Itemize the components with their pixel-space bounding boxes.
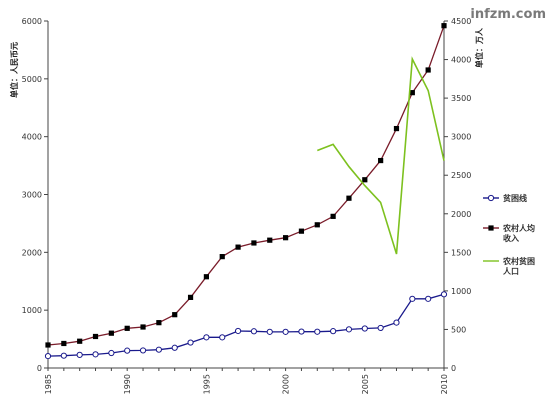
data-point xyxy=(362,177,368,183)
legend-label: 农村贫困人口 xyxy=(502,256,535,276)
left-tick-label: 4000 xyxy=(22,133,42,142)
data-point xyxy=(139,347,147,354)
left-tick-label: 1000 xyxy=(22,306,42,315)
data-point xyxy=(92,333,99,340)
data-point xyxy=(124,347,131,354)
right-tick-label: 3000 xyxy=(451,133,471,142)
data-point xyxy=(330,328,337,335)
data-point xyxy=(314,328,321,335)
data-point xyxy=(425,67,431,73)
data-point xyxy=(377,324,384,332)
legend-label: 贫困线 xyxy=(502,193,527,203)
data-point xyxy=(409,295,416,302)
data-point xyxy=(45,342,51,348)
data-point xyxy=(171,344,178,351)
data-point xyxy=(140,324,146,330)
x-tick-label: 2005 xyxy=(361,374,370,394)
series-line-1 xyxy=(47,293,445,357)
data-point xyxy=(345,326,353,333)
left-tick-label: 2000 xyxy=(22,248,42,257)
data-point xyxy=(187,339,194,346)
left-tick-label: 6000 xyxy=(22,17,42,26)
legend-marker xyxy=(488,225,494,231)
data-point xyxy=(361,325,368,332)
data-point xyxy=(156,320,162,326)
data-point xyxy=(92,351,99,358)
data-point xyxy=(314,222,320,228)
data-point xyxy=(298,328,305,335)
data-point xyxy=(266,328,273,335)
data-point xyxy=(330,213,336,219)
data-point xyxy=(219,334,226,341)
x-tick-label: 1990 xyxy=(123,374,132,394)
data-point xyxy=(441,23,447,29)
data-point xyxy=(393,319,400,326)
data-point xyxy=(219,254,225,260)
legend-label: 农村人均收入 xyxy=(502,223,535,243)
data-point xyxy=(378,157,384,164)
left-tick-label: 5000 xyxy=(22,75,42,84)
data-point xyxy=(44,352,52,360)
data-point xyxy=(155,346,162,353)
axes: 0 1000 2000 3000 4000 5000 6000 0 500 1000 1500 200… xyxy=(22,17,472,394)
right-tick-label: 1000 xyxy=(451,287,471,296)
left-tick-label: 0 xyxy=(37,364,42,373)
data-point xyxy=(234,327,242,335)
data-point xyxy=(425,295,432,302)
right-tick-label: 1500 xyxy=(451,248,471,257)
left-tick-label: 3000 xyxy=(22,191,42,200)
data-point xyxy=(124,325,130,331)
data-point xyxy=(172,312,178,318)
data-point xyxy=(440,291,448,298)
data-point xyxy=(393,125,400,132)
x-tick-label: 1985 xyxy=(44,374,53,394)
right-tick-label: 2000 xyxy=(451,210,471,219)
data-point xyxy=(267,237,273,243)
right-axis-title: 单位：万人 xyxy=(474,27,484,68)
x-tick-label: 2010 xyxy=(440,374,449,394)
data-point xyxy=(203,274,209,280)
series-line-2 xyxy=(47,25,445,346)
right-tick-label: 4500 xyxy=(451,17,471,26)
watermark: infzm.com xyxy=(470,7,546,22)
series-layer xyxy=(44,23,448,360)
data-point xyxy=(108,349,115,357)
right-tick-label: 0 xyxy=(451,364,456,373)
data-point xyxy=(108,330,114,336)
data-point xyxy=(77,338,83,344)
data-point xyxy=(60,352,67,359)
data-point xyxy=(298,228,305,234)
series-line-3 xyxy=(317,56,445,255)
legend-marker xyxy=(487,194,495,202)
left-axis-title: 单位：人民币元 xyxy=(9,42,19,98)
x-tick-label: 1995 xyxy=(202,374,211,394)
right-tick-label: 3500 xyxy=(451,94,471,103)
data-point xyxy=(76,351,83,358)
data-point xyxy=(283,235,289,241)
data-point xyxy=(346,195,352,201)
data-point xyxy=(61,340,67,347)
right-tick-label: 2500 xyxy=(451,171,471,180)
data-point xyxy=(251,240,257,246)
data-point xyxy=(203,334,210,341)
data-point xyxy=(235,244,241,250)
right-tick-label: 500 xyxy=(451,325,466,334)
data-point xyxy=(187,294,194,300)
data-point xyxy=(250,328,258,335)
x-tick-label: 2000 xyxy=(282,374,291,394)
right-tick-label: 4000 xyxy=(451,56,471,65)
data-point xyxy=(282,328,289,335)
data-point xyxy=(409,90,415,96)
